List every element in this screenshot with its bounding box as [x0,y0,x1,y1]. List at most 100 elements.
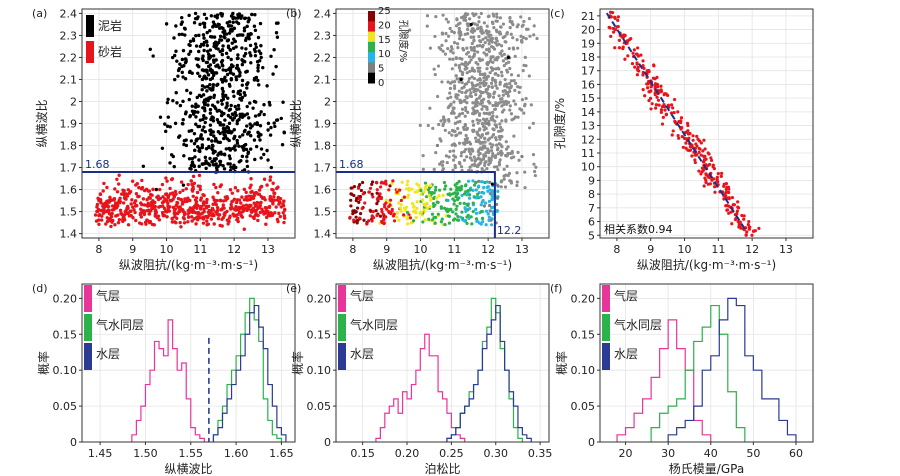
scatter-point-porosity [451,218,456,222]
scatter-point-mudstone [163,122,167,126]
scatter-point-mudstone [218,34,223,39]
scatter-point-gray [485,29,489,33]
scatter-point-porosity [397,201,401,205]
scatter-point-gray [486,99,491,104]
scatter-point-gray [495,143,499,147]
scatter-point-porosity [424,184,429,188]
scatter-point-gray [524,96,528,101]
scatter-point-mudstone [225,39,230,43]
scatter-point-sandstone [258,210,263,215]
scatter-point-porosity [349,198,353,202]
x-tick-label: 10 [414,243,428,256]
scatter-point-porosity [430,191,434,195]
scatter-point [719,174,723,178]
scatter-point-mudstone [205,30,209,35]
scatter-point-mudstone [184,57,188,62]
scatter-point-porosity [419,210,424,214]
scatter-point-sandstone [147,220,152,225]
plot-frame [81,283,296,443]
scatter-point-sandstone [165,179,169,183]
scatter-point-gray [528,34,532,38]
scatter-point-mudstone [238,135,242,139]
scatter-point-mudstone [233,104,237,109]
scatter-point-gray [472,155,476,159]
scatter-point-sandstone [267,204,272,209]
scatter-point-gray [489,81,494,85]
scatter-point-gray [444,17,448,21]
scatter-point-gray [508,66,512,71]
scatter-point-mudstone [259,44,263,48]
scatter-point-gray [499,149,503,153]
scatter-point-mudstone [195,95,199,100]
scatter-point-gray [461,141,465,145]
scatter-point-mudstone [208,77,213,82]
scatter-point-gray [474,88,478,92]
scatter-point [722,197,726,201]
scatter-point-gray [535,36,539,41]
scatter-point-gray [502,84,507,88]
scatter-point-mudstone [233,110,237,115]
scatter-point-gray [523,102,527,106]
scatter-point-mudstone [231,146,236,151]
scatter-point-gray [433,34,437,39]
scatter-point-mudstone [217,26,222,30]
scatter-point-sandstone [245,198,249,202]
scatter-point-gray [452,129,456,133]
scatter-point [653,92,657,97]
scatter-point-mudstone [188,39,193,44]
scatter-point-mudstone [209,14,214,18]
scatter-point-mudstone [280,143,285,147]
scatter-point-gray [470,75,474,79]
scatter-point-sandstone [168,186,172,191]
scatter-point-mudstone [208,156,212,161]
scatter-point-sandstone [140,178,144,183]
scatter-point-mudstone [249,61,253,65]
scatter-point-gray [455,42,460,46]
scatter-point-mudstone [230,130,234,134]
scatter-point-sandstone [113,222,117,227]
panel-c: 相关系数0.948 9 10 11 12 135678910111213141516171… [550,7,814,272]
scatter-point-sandstone [172,211,176,216]
scatter-point-gray [481,90,485,95]
scatter-point-sandstone [275,198,280,202]
scatter-point-mudstone [188,91,193,95]
scatter-point-mudstone [208,163,212,167]
scatter-point-sandstone [171,205,176,210]
scatter-point-porosity [477,184,481,188]
scatter-point [746,223,750,227]
scatter-point-mudstone [236,89,241,94]
scatter-point-porosity [374,209,378,213]
legend-swatch [86,15,94,37]
scatter-point-sandstone [132,208,136,212]
scatter-point-mudstone [164,129,168,134]
scatter-point-gray [447,117,451,122]
scatter-point-porosity [361,192,365,196]
scatter-point-porosity [431,201,436,206]
scatter-point-mudstone [196,71,200,76]
scatter-point-sandstone [216,190,220,195]
scatter-point-gray [519,39,524,44]
scatter-point-sandstone [265,183,269,187]
scatter-point-gray [489,37,494,42]
x-tick-label: 11 [193,243,207,256]
scatter-point-gray [504,57,508,61]
scatter-point-mudstone [223,36,227,40]
scatter-point-mudstone [216,140,220,144]
scatter-point-mudstone [202,12,207,17]
scatter-point-mudstone [269,165,274,170]
scatter-point [679,116,684,120]
scatter-point-mudstone [193,155,197,159]
scatter-point-mudstone [219,38,224,42]
scatter-point-sandstone [129,202,133,206]
scatter-point-gray [516,46,520,50]
scatter-point-gray [490,20,495,24]
scatter-point-gray [436,64,441,68]
scatter-point-porosity [449,207,453,211]
scatter-point-porosity [348,215,352,219]
scatter-point-gray [446,80,450,84]
scatter-point-sandstone [229,202,233,207]
scatter-point-sandstone [134,218,138,223]
